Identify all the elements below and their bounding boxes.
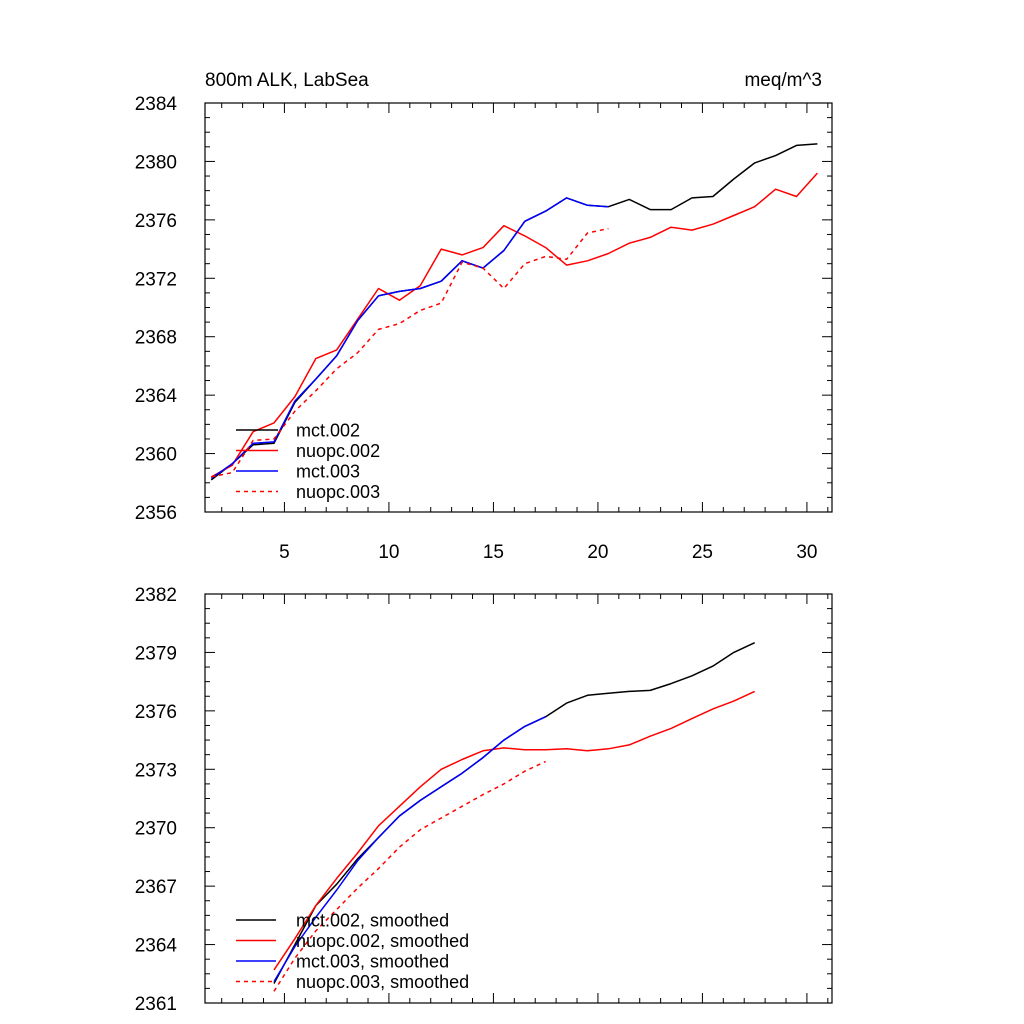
x-tick-label: 25: [692, 542, 713, 563]
y-tick-label: 2364: [135, 386, 178, 407]
y-tick-label: 2364: [135, 936, 178, 957]
y-tick-label: 2368: [135, 328, 177, 349]
x-tick-label: 10: [378, 542, 399, 563]
legend-label: nuopc.003, smoothed: [296, 972, 469, 992]
units-label: meq/m^3: [744, 70, 822, 91]
bottom-chart: 2361 2364 2367 2370 2373 2376 2379 2382 mct.002,…: [135, 585, 833, 1015]
x-tick-label: 5: [279, 542, 290, 563]
y-tick-label: 2356: [135, 503, 177, 524]
series-line-mct-003: [210, 197, 609, 480]
y-tick-label: 2370: [135, 819, 177, 840]
legend-label: mct.003: [296, 462, 360, 482]
x-tick-label: 20: [587, 542, 608, 563]
legend-label: nuopc.002, smoothed: [296, 931, 469, 951]
series-line-nuopc-002: [210, 172, 818, 478]
y-tick-label: 2376: [135, 702, 177, 723]
chart-title: 800m ALK, LabSea: [205, 70, 369, 91]
y-tick-label: 2372: [135, 269, 177, 290]
x-tick-label: 30: [796, 542, 817, 563]
y-tick-label: 2360: [135, 445, 177, 466]
legend-label: nuopc.002: [296, 441, 380, 461]
y-tick-label: 2373: [135, 760, 177, 781]
series-line-nuopc-002-smoothed: [273, 690, 756, 971]
legend-label: nuopc.003: [296, 482, 380, 502]
y-tick-label: 2380: [135, 152, 177, 173]
top-chart: 2356 2360 2364 2368 2372 2376 2380 2384 5 10 15 20 2…: [135, 70, 833, 563]
legend-label: mct.003, smoothed: [296, 952, 449, 972]
legend-label: mct.002: [296, 421, 360, 441]
y-tick-label: 2382: [135, 585, 177, 606]
y-tick-label: 2376: [135, 211, 177, 232]
y-tick-label: 2379: [135, 643, 177, 664]
series-line-mct-003-smoothed: [273, 716, 547, 982]
series-line-nuopc-003: [211, 227, 609, 478]
y-tick-label: 2384: [135, 94, 178, 115]
y-tick-label: 2361: [135, 994, 177, 1015]
legend-label: mct.002, smoothed: [296, 911, 449, 931]
y-tick-label: 2367: [135, 877, 177, 898]
x-tick-label: 15: [483, 542, 504, 563]
